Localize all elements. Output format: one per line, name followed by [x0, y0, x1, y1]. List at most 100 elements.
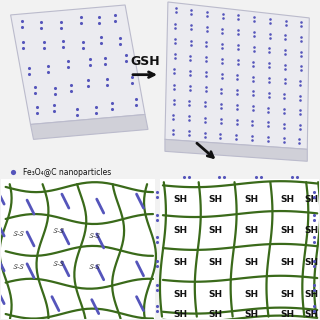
Point: [94, 110, 99, 115]
Point: [34, 110, 39, 115]
Point: [283, 18, 288, 23]
Text: SH: SH: [280, 258, 294, 267]
Text: SH: SH: [280, 226, 294, 235]
Point: [155, 283, 160, 288]
Point: [117, 35, 122, 40]
Point: [42, 40, 47, 45]
Point: [234, 117, 239, 123]
Point: [219, 90, 224, 95]
Point: [266, 124, 271, 129]
Text: Fe₃O₄@C nanoparticles: Fe₃O₄@C nanoparticles: [23, 168, 111, 177]
Point: [171, 113, 176, 118]
Point: [312, 264, 317, 269]
Point: [282, 110, 287, 116]
Point: [171, 132, 176, 137]
Point: [298, 49, 303, 54]
Point: [299, 24, 304, 29]
Point: [20, 24, 25, 29]
Point: [123, 58, 128, 63]
Point: [187, 87, 192, 92]
Point: [133, 97, 139, 102]
Point: [34, 104, 39, 109]
Text: SH: SH: [209, 310, 223, 319]
Point: [236, 13, 241, 18]
Point: [235, 43, 240, 48]
Point: [283, 52, 288, 57]
Text: SH: SH: [304, 195, 318, 204]
Point: [172, 71, 177, 76]
Point: [251, 34, 256, 39]
Point: [86, 77, 91, 83]
Point: [172, 40, 178, 45]
Point: [203, 70, 208, 75]
Point: [219, 105, 224, 110]
Point: [298, 93, 303, 98]
Point: [235, 76, 240, 82]
Point: [202, 130, 207, 135]
Point: [65, 64, 70, 69]
Bar: [1, 179, 155, 319]
Point: [20, 18, 25, 23]
Point: [203, 89, 208, 94]
Point: [188, 57, 193, 62]
Point: [283, 22, 288, 27]
Point: [282, 81, 287, 86]
Bar: [160, 179, 319, 319]
Text: SH: SH: [209, 258, 223, 267]
Point: [220, 45, 225, 50]
Point: [45, 70, 50, 75]
Point: [253, 175, 259, 180]
Point: [234, 136, 239, 141]
Point: [251, 29, 256, 35]
Point: [26, 72, 31, 77]
Point: [218, 120, 223, 125]
Point: [129, 80, 134, 85]
Point: [204, 55, 209, 60]
Point: [188, 23, 194, 28]
Point: [220, 26, 225, 31]
Point: [172, 67, 177, 72]
Point: [298, 78, 303, 84]
Point: [59, 25, 64, 30]
Point: [266, 79, 271, 84]
Point: [281, 125, 286, 130]
Point: [204, 25, 209, 30]
Point: [172, 56, 177, 61]
Point: [218, 131, 223, 136]
Point: [171, 116, 176, 122]
Point: [235, 58, 240, 63]
Point: [267, 61, 272, 66]
Point: [312, 217, 317, 222]
Text: SH: SH: [173, 258, 188, 267]
Point: [181, 175, 186, 180]
Point: [250, 133, 255, 139]
Point: [78, 21, 83, 26]
Point: [219, 71, 224, 76]
Point: [297, 122, 302, 127]
Point: [172, 52, 177, 57]
Polygon shape: [11, 5, 145, 124]
Point: [105, 76, 110, 81]
Point: [38, 19, 44, 24]
Point: [102, 62, 108, 67]
Point: [267, 50, 272, 55]
Point: [252, 15, 257, 20]
Point: [251, 74, 256, 79]
Point: [312, 240, 317, 245]
Point: [51, 108, 56, 114]
Point: [250, 93, 255, 98]
Point: [203, 100, 208, 105]
Point: [234, 121, 239, 126]
Text: SH: SH: [244, 195, 259, 204]
Point: [10, 170, 15, 175]
Text: SH: SH: [280, 195, 294, 204]
Point: [133, 103, 139, 108]
Point: [42, 46, 47, 51]
Point: [259, 175, 264, 180]
Point: [202, 134, 207, 139]
Point: [297, 137, 302, 142]
Point: [155, 304, 160, 309]
Point: [188, 68, 193, 73]
Polygon shape: [165, 140, 307, 161]
Point: [267, 65, 272, 70]
